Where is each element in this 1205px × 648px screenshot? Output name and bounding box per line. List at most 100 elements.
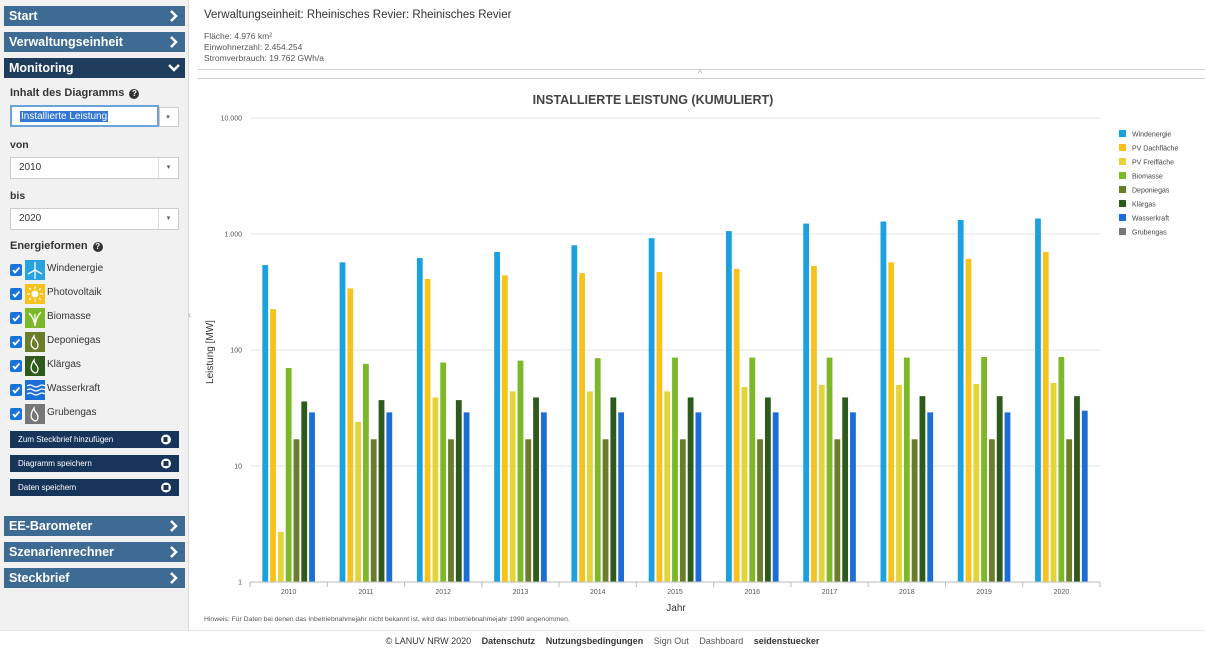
bar[interactable] [309, 412, 315, 582]
sign-out-link[interactable]: Sign Out [653, 636, 689, 646]
legend-label[interactable]: Deponiegas [1132, 188, 1170, 195]
bar[interactable] [270, 309, 276, 582]
bar[interactable] [725, 231, 732, 582]
bar[interactable] [811, 265, 817, 582]
bar[interactable] [695, 412, 702, 582]
bar[interactable] [664, 391, 671, 582]
bar[interactable] [277, 531, 284, 582]
nav-szenarienrechner[interactable]: Szenarienrechner [4, 542, 185, 562]
checkbox-checked-icon[interactable] [10, 264, 22, 276]
bar[interactable] [919, 396, 926, 582]
help-icon[interactable]: ? [92, 242, 103, 252]
bar[interactable] [973, 383, 980, 582]
bar[interactable] [533, 397, 539, 582]
legend-label[interactable]: Biomasse [1132, 174, 1163, 181]
bar[interactable] [355, 421, 362, 582]
bar[interactable] [687, 397, 694, 582]
bar[interactable] [648, 238, 655, 582]
bar[interactable] [378, 400, 385, 582]
legend-label[interactable]: Klärgas [1132, 202, 1156, 209]
bar[interactable] [363, 363, 369, 582]
bar[interactable] [772, 412, 779, 582]
bar[interactable] [494, 251, 500, 582]
checkbox-checked-icon[interactable] [10, 384, 22, 396]
checkbox-checked-icon[interactable] [10, 360, 22, 372]
privacy-link[interactable]: Datenschutz [481, 636, 536, 646]
energy-row-photovoltaik[interactable]: Photovoltaik [10, 284, 180, 304]
bar[interactable] [285, 367, 292, 582]
energy-row-grubengas[interactable]: Grubengas [10, 404, 180, 424]
bar[interactable] [386, 412, 393, 582]
bar[interactable] [1042, 251, 1049, 582]
save-diagram-button[interactable]: Diagramm speichern [10, 455, 179, 472]
bar[interactable] [842, 397, 849, 582]
collapse-sidebar-icon[interactable]: ‹ [188, 310, 192, 321]
bar[interactable] [301, 401, 308, 582]
bar[interactable] [1081, 410, 1088, 582]
from-year-select[interactable]: 2010 ▾ [10, 157, 179, 179]
bar[interactable] [509, 391, 516, 582]
nav-steckbrief[interactable]: Steckbrief [4, 568, 185, 588]
add-to-profile-button[interactable]: Zum Steckbrief hinzufügen [10, 431, 179, 448]
legend-label[interactable]: PV Dachfläche [1132, 146, 1178, 153]
checkbox-checked-icon[interactable] [10, 288, 22, 300]
bar[interactable] [517, 360, 524, 582]
save-data-button[interactable]: Daten speichern [10, 479, 179, 496]
bar[interactable] [803, 223, 810, 582]
nav-verwaltungseinheit[interactable]: Verwaltungseinheit [4, 32, 185, 52]
bar[interactable] [672, 357, 678, 582]
bar[interactable] [965, 258, 972, 582]
bar[interactable] [896, 384, 902, 582]
bar[interactable] [741, 386, 748, 582]
bar[interactable] [347, 288, 354, 582]
bar[interactable] [903, 357, 910, 582]
bar[interactable] [339, 262, 346, 582]
bar[interactable] [733, 268, 740, 582]
energy-row-biomasse[interactable]: Biomasse [10, 308, 180, 328]
bar[interactable] [525, 439, 532, 582]
bar[interactable] [834, 439, 841, 582]
legend-label[interactable]: Windenergie [1132, 132, 1171, 139]
checkbox-checked-icon[interactable] [10, 408, 22, 420]
bar[interactable] [293, 439, 300, 582]
dashboard-link[interactable]: Dashboard [699, 636, 744, 646]
bar[interactable] [757, 439, 763, 582]
bar[interactable] [463, 412, 470, 582]
bar[interactable] [540, 412, 547, 582]
bar[interactable] [1050, 382, 1057, 582]
bar[interactable] [610, 397, 617, 582]
bar[interactable] [416, 258, 423, 582]
bar[interactable] [262, 265, 269, 582]
energy-row-klaergas[interactable]: Klärgas [10, 356, 180, 376]
bar[interactable] [764, 397, 771, 582]
bar[interactable] [1004, 412, 1011, 582]
bar[interactable] [1058, 357, 1065, 582]
legend-label[interactable]: Grubengas [1132, 230, 1167, 237]
bar[interactable] [370, 439, 377, 582]
bar[interactable] [1074, 396, 1080, 582]
bar[interactable] [988, 439, 995, 582]
bar[interactable] [440, 362, 447, 582]
diagram-content-dropdown-button[interactable]: ▾ [159, 107, 179, 127]
bar[interactable] [602, 439, 609, 582]
bar[interactable] [850, 412, 856, 582]
bar[interactable] [587, 391, 593, 582]
bar[interactable] [594, 358, 601, 582]
checkbox-checked-icon[interactable] [10, 312, 22, 324]
nav-monitoring[interactable]: Monitoring [4, 58, 185, 78]
bar[interactable] [571, 245, 578, 582]
bar[interactable] [957, 220, 964, 582]
bar[interactable] [749, 357, 756, 582]
bar[interactable] [448, 439, 454, 582]
energy-row-wasserkraft[interactable]: Wasserkraft [10, 380, 180, 400]
to-year-select[interactable]: 2020 ▾ [10, 208, 179, 230]
bar[interactable] [927, 412, 934, 582]
help-icon[interactable]: ? [129, 89, 140, 99]
bar[interactable] [880, 221, 887, 582]
bar[interactable] [996, 396, 1003, 582]
bar[interactable] [981, 357, 987, 582]
terms-link[interactable]: Nutzungsbedingungen [545, 636, 644, 646]
bar[interactable] [679, 439, 686, 582]
bar[interactable] [888, 262, 895, 582]
nav-ee-barometer[interactable]: EE-Barometer [4, 516, 185, 536]
